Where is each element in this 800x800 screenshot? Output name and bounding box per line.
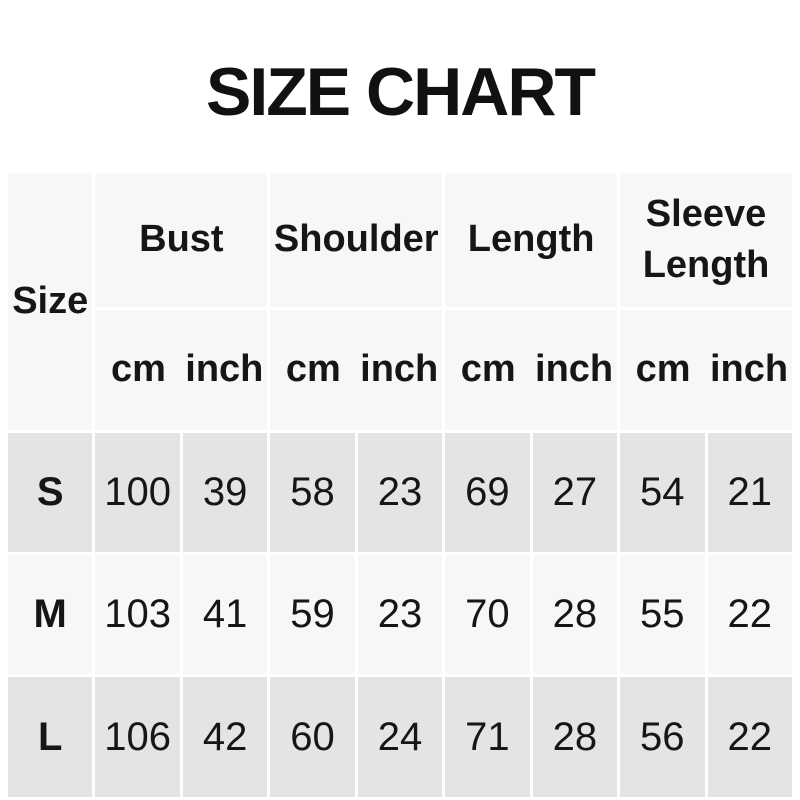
table-row-l: L 106 42 60 24 71 28 56 22 bbox=[8, 677, 792, 797]
unit-label-cm: cm bbox=[285, 348, 341, 391]
page-title: SIZE CHART bbox=[206, 54, 596, 130]
value-cell: 41 bbox=[182, 555, 268, 674]
value-cell: 54 bbox=[620, 433, 705, 552]
value-cell: 42 bbox=[182, 677, 268, 797]
value-cell: 100 bbox=[95, 433, 180, 552]
value-cell: 24 bbox=[357, 677, 443, 797]
value-cell: 71 bbox=[445, 677, 530, 797]
value-cell: 22 bbox=[707, 677, 792, 797]
value-cell: 28 bbox=[532, 555, 618, 674]
size-label: L bbox=[8, 677, 93, 797]
unit-header-bust: cm inch bbox=[95, 310, 268, 430]
unit-header-shoulder: cm inch bbox=[270, 310, 443, 430]
value-cell: 70 bbox=[445, 555, 530, 674]
size-chart-table: Size Bust Shoulder Length Sleeve Length … bbox=[5, 170, 795, 800]
unit-label-inch: inch bbox=[360, 348, 439, 391]
unit-label-inch: inch bbox=[535, 348, 614, 391]
group-header-length: Length bbox=[445, 173, 618, 307]
group-header-shoulder: Shoulder bbox=[270, 173, 443, 307]
table-row-s: S 100 39 58 23 69 27 54 21 bbox=[8, 433, 792, 552]
value-cell: 58 bbox=[270, 433, 355, 552]
unit-label-cm: cm bbox=[110, 348, 166, 391]
unit-label-inch: inch bbox=[185, 348, 264, 391]
unit-header-length: cm inch bbox=[445, 310, 618, 430]
value-cell: 69 bbox=[445, 433, 530, 552]
value-cell: 55 bbox=[620, 555, 705, 674]
table-row-m: M 103 41 59 23 70 28 55 22 bbox=[8, 555, 792, 674]
unit-label-inch: inch bbox=[709, 348, 789, 391]
value-cell: 27 bbox=[532, 433, 618, 552]
size-label: S bbox=[8, 433, 93, 552]
value-cell: 23 bbox=[357, 555, 443, 674]
size-label: M bbox=[8, 555, 93, 674]
value-cell: 60 bbox=[270, 677, 355, 797]
value-cell: 59 bbox=[270, 555, 355, 674]
value-cell: 106 bbox=[95, 677, 180, 797]
value-cell: 22 bbox=[707, 555, 792, 674]
header-unit-row: cm inch cm inch cm inch cm inch bbox=[8, 310, 792, 430]
value-cell: 103 bbox=[95, 555, 180, 674]
unit-header-sleeve-length: cm inch bbox=[620, 310, 792, 430]
value-cell: 23 bbox=[357, 433, 443, 552]
header-group-row: Size Bust Shoulder Length Sleeve Length bbox=[8, 173, 792, 430]
value-cell: 28 bbox=[532, 677, 618, 797]
group-header-sleeve-length: Sleeve Length bbox=[620, 173, 792, 307]
group-header-bust: Bust bbox=[95, 173, 268, 307]
unit-label-cm: cm bbox=[635, 348, 691, 391]
value-cell: 21 bbox=[707, 433, 792, 552]
unit-label-cm: cm bbox=[460, 348, 516, 391]
size-column-header: Size bbox=[8, 173, 93, 430]
value-cell: 56 bbox=[620, 677, 705, 797]
value-cell: 39 bbox=[182, 433, 268, 552]
